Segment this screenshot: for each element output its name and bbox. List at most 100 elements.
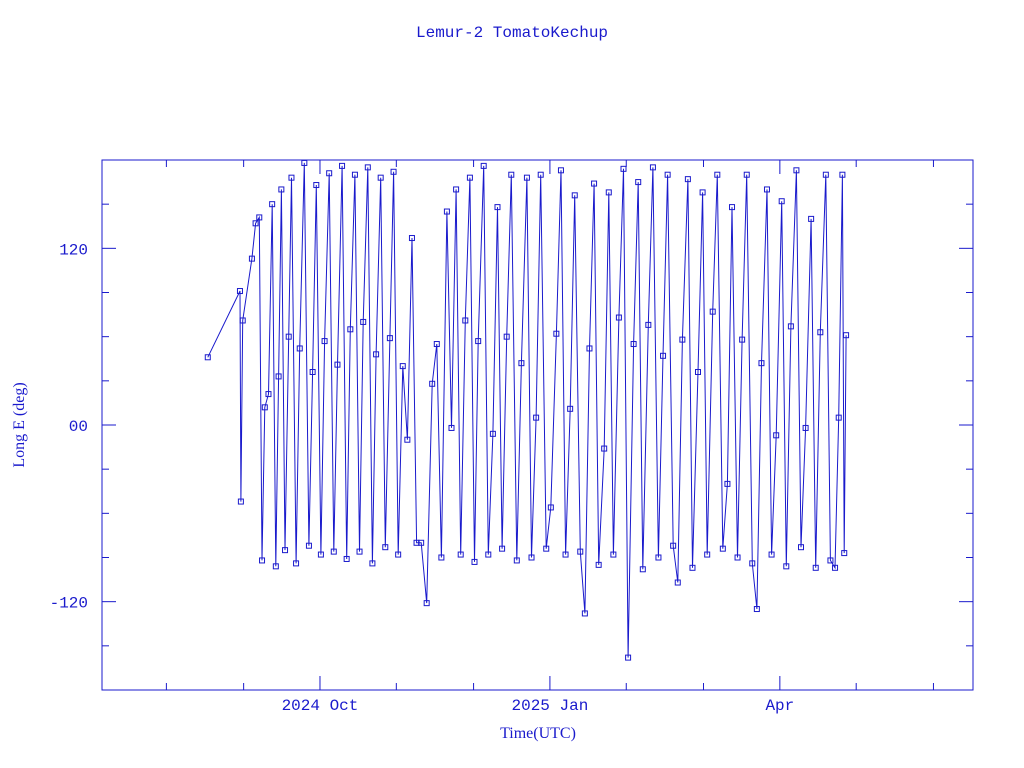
- point-marker: [567, 405, 574, 412]
- point-marker: [581, 610, 588, 617]
- point-marker: [591, 180, 598, 187]
- point-marker: [360, 318, 367, 325]
- point-marker: [699, 189, 706, 196]
- point-marker: [485, 551, 492, 558]
- point-marker: [655, 554, 662, 561]
- point-marker: [390, 168, 397, 175]
- point-marker: [282, 547, 289, 554]
- point-marker: [802, 424, 809, 431]
- point-marker: [288, 174, 295, 181]
- point-marker: [577, 548, 584, 555]
- point-marker: [475, 338, 482, 345]
- x-tick-label: 2024 Oct: [282, 697, 359, 715]
- y-axis-label: Long E (deg): [11, 382, 28, 467]
- point-marker: [547, 504, 554, 511]
- point-marker: [237, 498, 244, 505]
- point-marker: [557, 167, 564, 174]
- point-marker: [471, 558, 478, 565]
- point-marker: [259, 557, 266, 564]
- point-marker: [377, 174, 384, 181]
- point-marker: [275, 373, 282, 380]
- point-marker: [553, 330, 560, 337]
- point-marker: [296, 345, 303, 352]
- point-marker: [399, 363, 406, 370]
- point-marker: [356, 548, 363, 555]
- series-line: [207, 162, 847, 658]
- point-marker: [369, 560, 376, 567]
- point-marker: [423, 600, 430, 607]
- point-marker: [305, 542, 312, 549]
- point-marker: [822, 171, 829, 178]
- point-marker: [293, 560, 300, 567]
- point-marker: [768, 551, 775, 558]
- point-marker: [817, 329, 824, 336]
- point-marker: [704, 551, 711, 558]
- point-marker: [364, 164, 371, 171]
- point-marker: [843, 332, 850, 339]
- point-marker: [330, 548, 337, 555]
- point-marker: [724, 480, 731, 487]
- point-marker: [343, 555, 350, 562]
- point-marker: [499, 545, 506, 552]
- point-marker: [438, 554, 445, 561]
- point-marker: [537, 171, 544, 178]
- point-marker: [753, 606, 760, 613]
- point-marker: [734, 554, 741, 561]
- point-marker: [395, 551, 402, 558]
- point-marker: [453, 186, 460, 193]
- point-marker: [758, 360, 765, 367]
- point-marker: [620, 165, 627, 172]
- point-marker: [533, 414, 540, 421]
- point-marker: [408, 235, 415, 242]
- point-marker: [660, 352, 667, 359]
- point-marker: [812, 564, 819, 571]
- point-marker: [808, 215, 815, 222]
- point-marker: [373, 351, 380, 358]
- point-marker: [839, 171, 846, 178]
- point-marker: [763, 186, 770, 193]
- point-marker: [313, 182, 320, 189]
- point-marker: [462, 317, 469, 324]
- point-marker: [773, 432, 780, 439]
- point-marker: [674, 579, 681, 586]
- point-marker: [615, 314, 622, 321]
- point-marker: [301, 160, 308, 166]
- point-marker: [269, 201, 276, 208]
- y-tick-label: 120: [59, 241, 88, 259]
- point-marker: [309, 369, 316, 375]
- point-marker: [513, 557, 520, 564]
- point-marker: [783, 563, 790, 570]
- point-marker: [466, 174, 473, 181]
- point-marker: [326, 170, 333, 177]
- point-marker: [639, 566, 646, 573]
- point-marker: [739, 336, 746, 343]
- point-marker: [261, 404, 268, 411]
- point-marker: [610, 551, 617, 558]
- point-marker: [635, 179, 642, 186]
- x-tick-label: Apr: [765, 697, 794, 715]
- point-marker: [317, 551, 324, 558]
- point-marker: [793, 167, 800, 174]
- point-marker: [670, 542, 677, 549]
- point-marker: [272, 563, 279, 570]
- y-tick-label: -120: [50, 595, 88, 613]
- point-marker: [489, 430, 496, 437]
- point-marker: [236, 288, 243, 295]
- point-marker: [645, 321, 652, 328]
- point-marker: [543, 545, 550, 552]
- point-marker: [649, 164, 656, 171]
- point-marker: [562, 551, 569, 558]
- point-marker: [508, 171, 515, 178]
- point-marker: [625, 654, 632, 661]
- point-marker: [248, 255, 255, 262]
- point-marker: [586, 345, 593, 352]
- point-marker: [841, 550, 848, 557]
- point-marker: [433, 341, 440, 348]
- point-marker: [239, 317, 246, 324]
- point-marker: [798, 544, 805, 551]
- point-marker: [351, 171, 358, 178]
- point-marker: [743, 171, 750, 178]
- point-marker: [528, 554, 535, 561]
